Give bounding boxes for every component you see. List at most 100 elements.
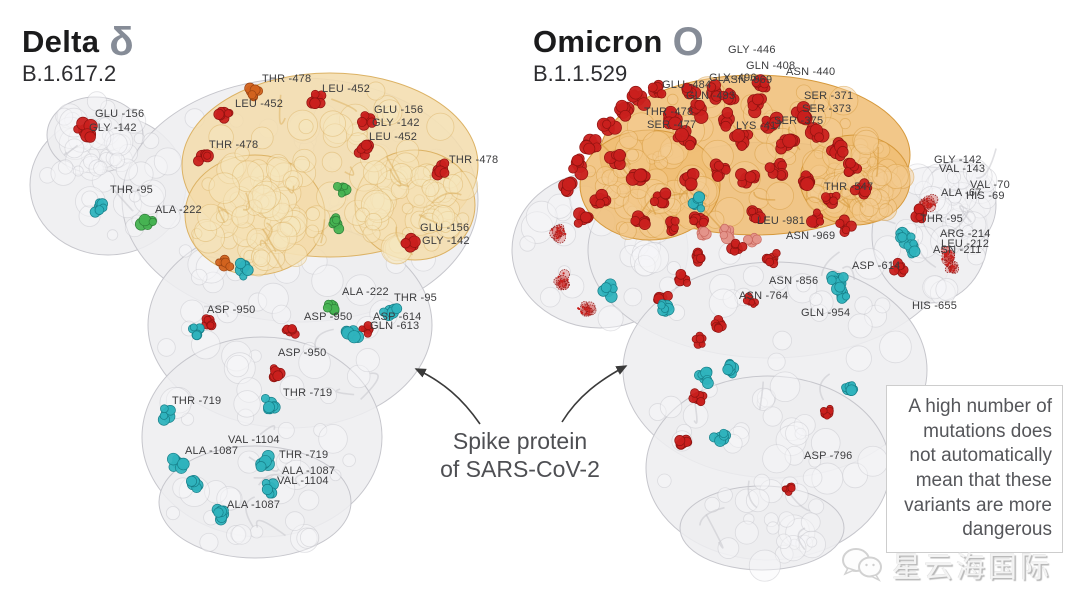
mutation-cluster-sphere xyxy=(859,185,871,198)
surface-texture xyxy=(745,488,770,513)
ribbon-squiggle xyxy=(257,473,288,486)
surface-texture xyxy=(88,159,106,177)
mutation-label: THR -478 xyxy=(644,106,693,118)
mutation-cluster-sphere xyxy=(699,226,710,237)
surface-texture xyxy=(236,377,262,403)
surface-texture xyxy=(313,423,328,438)
mutation-cluster-sphere xyxy=(719,231,728,240)
mesh-dot xyxy=(948,269,952,272)
surface-texture xyxy=(778,511,795,528)
mutation-cluster-sphere xyxy=(628,85,643,100)
mesh-dot xyxy=(925,197,929,200)
surface-texture xyxy=(845,345,872,372)
mutation-cluster-sphere xyxy=(670,216,680,226)
mesh-dot xyxy=(586,308,589,311)
surface-texture xyxy=(226,525,246,545)
surface-texture xyxy=(373,95,401,123)
mutation-cluster-sphere xyxy=(835,218,845,228)
mutation-label: GLY -142 xyxy=(934,154,982,166)
omicron-lineage: B.1.1.529 xyxy=(533,60,628,86)
omicron-title-block: Omicron Ο B.1.1.529 xyxy=(533,22,704,86)
arrow-to-omicron xyxy=(561,365,628,423)
surface-texture xyxy=(287,158,317,188)
mutation-cluster-sphere xyxy=(363,329,372,338)
surface-texture xyxy=(734,520,759,545)
mutation-cluster-sphere xyxy=(613,149,626,162)
mutation-cluster-sphere xyxy=(189,323,198,332)
mutation-cluster-sphere xyxy=(662,290,673,301)
mutation-cluster-sphere xyxy=(225,262,235,271)
surface-texture xyxy=(221,340,252,372)
watermark-text: 星云海国际 xyxy=(892,552,1053,584)
mesh-dot xyxy=(560,232,563,235)
mesh-dot xyxy=(556,226,559,230)
surface-texture xyxy=(284,243,308,267)
ribbon-squiggle xyxy=(242,192,251,211)
ribbon-squiggle xyxy=(699,506,725,526)
mesh-dot xyxy=(564,232,567,236)
mutation-label: HIS -655 xyxy=(912,300,957,312)
ribbon-squiggle xyxy=(259,239,284,270)
surface-texture xyxy=(666,93,679,106)
mutation-cluster-sphere xyxy=(897,232,908,243)
mutation-cluster-sphere xyxy=(706,82,717,92)
surface-texture xyxy=(234,146,250,162)
mesh-dot xyxy=(559,225,562,229)
ribbon-squiggle xyxy=(245,496,256,528)
surface-texture xyxy=(810,428,841,458)
surface-texture xyxy=(557,265,571,279)
surface-texture xyxy=(618,221,637,240)
mesh-dot xyxy=(952,269,955,272)
surface-texture xyxy=(72,165,84,177)
mutation-label: SER -373 xyxy=(802,103,851,115)
ribbon-squiggle xyxy=(841,265,856,280)
mesh-dot xyxy=(587,313,590,316)
surface-texture xyxy=(742,265,764,287)
mutation-cluster-sphere xyxy=(744,171,757,183)
mutation-label: THR -719 xyxy=(279,449,328,461)
mesh-dot xyxy=(584,308,587,311)
surface-texture xyxy=(311,264,344,297)
surface-texture xyxy=(118,143,138,164)
ribbon-squiggle xyxy=(747,480,758,509)
mesh-dot xyxy=(584,312,588,315)
surface-texture xyxy=(784,445,805,466)
ribbon-squiggle xyxy=(820,251,840,277)
mutation-cluster-sphere xyxy=(574,166,589,181)
ribbon-squiggle xyxy=(389,168,410,188)
mutation-label: ALA -67 xyxy=(941,187,982,199)
mesh-dot xyxy=(952,265,956,268)
mutation-label: LEU -981 xyxy=(757,215,805,227)
surface-texture xyxy=(762,406,783,427)
surface-texture xyxy=(554,204,572,222)
mutation-cluster-sphere xyxy=(160,404,169,413)
delta-title: Delta xyxy=(22,24,100,59)
mesh-dot xyxy=(562,229,565,232)
ribbon-squiggle xyxy=(259,425,276,436)
mesh-dot xyxy=(566,278,569,281)
surface-texture xyxy=(178,244,192,258)
surface-texture xyxy=(300,527,320,548)
ribbon-squiggle xyxy=(834,197,851,209)
mutation-cluster-sphere xyxy=(720,120,732,132)
surface-texture xyxy=(785,421,810,446)
surface-texture xyxy=(854,248,886,280)
ribbon-squiggle xyxy=(217,206,230,223)
mutation-cluster-sphere xyxy=(815,217,825,226)
mesh-dot xyxy=(944,252,947,256)
surface-texture xyxy=(202,271,224,294)
ribbon-squiggle xyxy=(975,148,997,179)
mutation-cluster-sphere xyxy=(845,384,858,396)
surface-texture xyxy=(794,427,807,440)
mutation-cluster-sphere xyxy=(675,268,687,280)
surface-texture xyxy=(808,498,825,515)
mutation-cluster-sphere xyxy=(713,160,724,171)
mutation-cluster-sphere xyxy=(309,97,321,109)
surface-texture xyxy=(969,196,991,219)
ribbon-squiggle xyxy=(314,328,334,351)
surface-texture xyxy=(129,190,141,203)
surface-texture xyxy=(137,184,150,197)
mutation-cluster-sphere xyxy=(681,82,693,93)
mutation-label: VAL -1104 xyxy=(277,475,329,487)
surface-texture xyxy=(100,100,116,116)
